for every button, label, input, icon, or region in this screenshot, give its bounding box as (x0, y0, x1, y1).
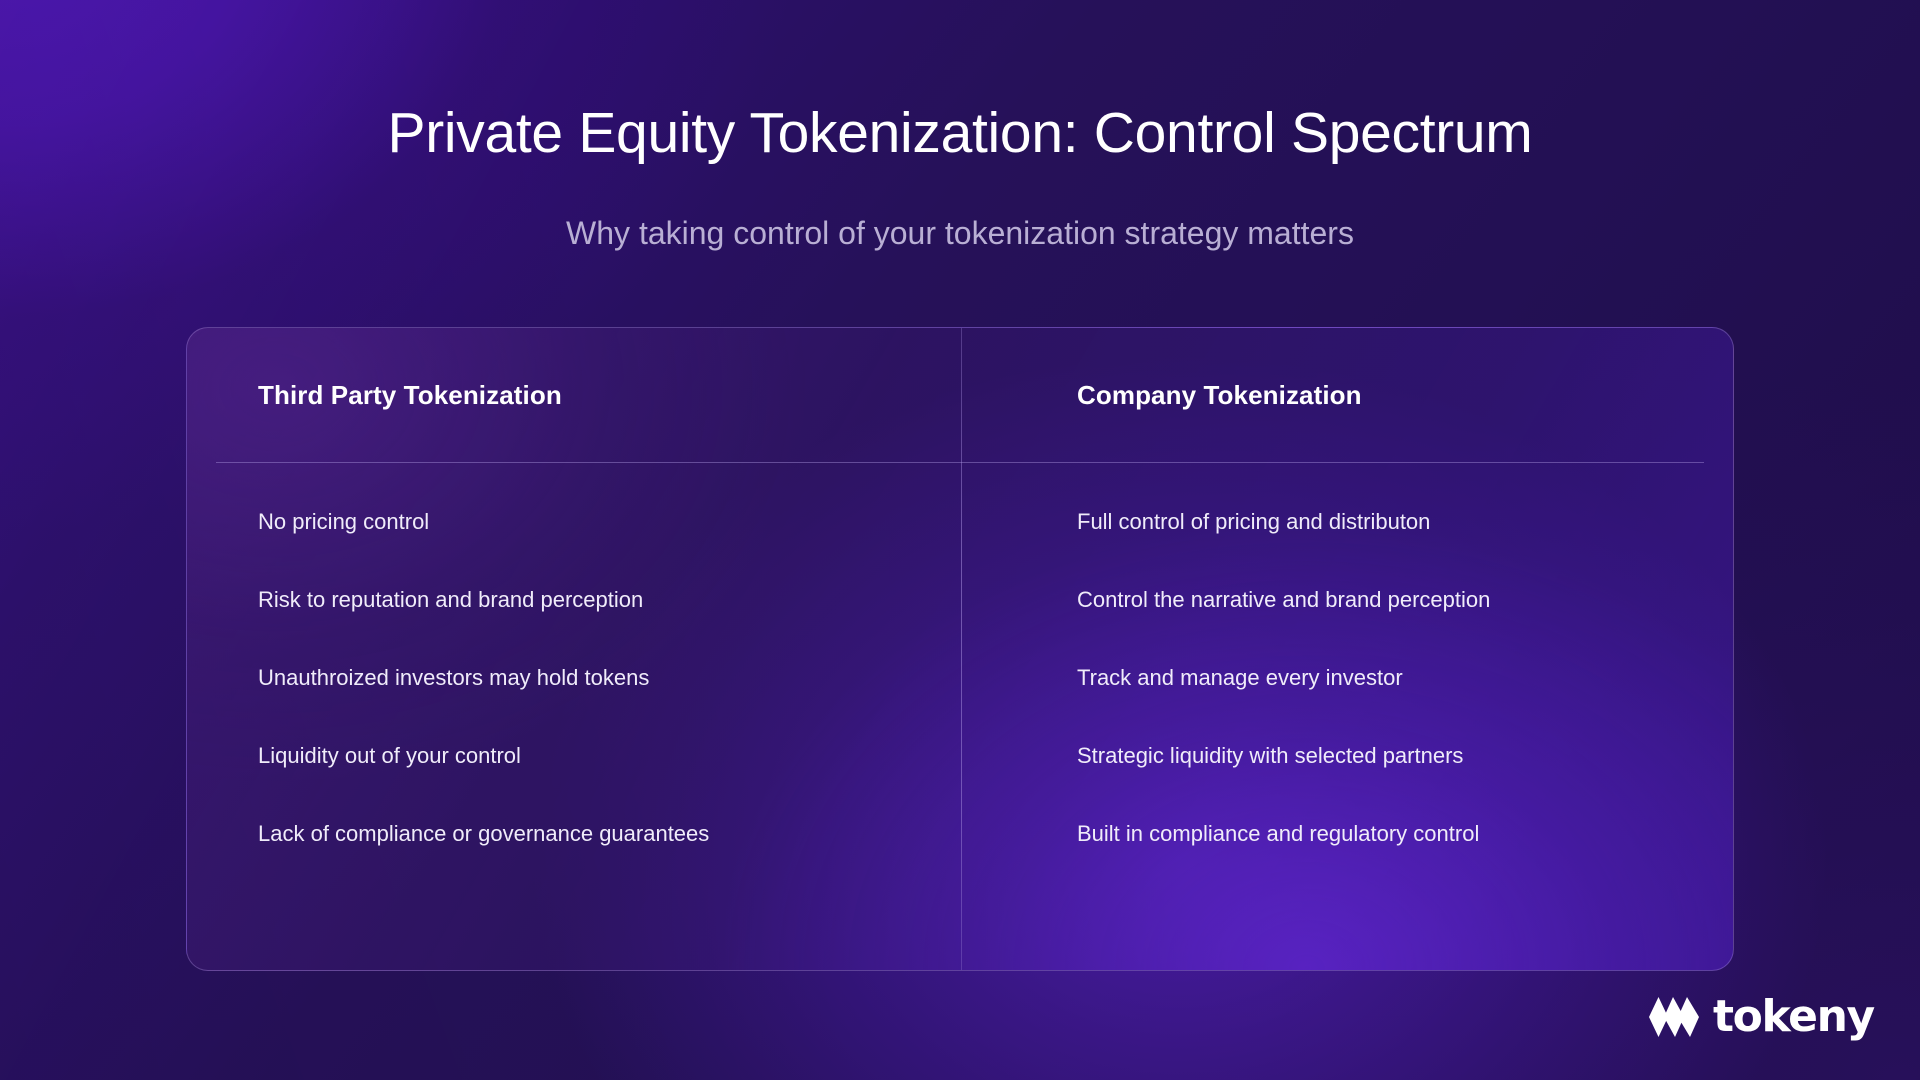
page-subtitle: Why taking control of your tokenization … (566, 215, 1354, 251)
list-item: Risk to reputation and brand perception (258, 587, 644, 612)
tokeny-wordmark: tokeny (1713, 991, 1875, 1042)
comparison-card-surface: Third Party Tokenization No pricing cont… (187, 328, 1733, 970)
list-item: Control the narrative and brand percepti… (1077, 587, 1491, 612)
column-header-third-party: Third Party Tokenization (258, 380, 562, 410)
comparison-card: Third Party Tokenization No pricing cont… (186, 327, 1734, 971)
list-item: Full control of pricing and distributon (1077, 509, 1431, 534)
list-item: Track and manage every investor (1077, 665, 1403, 690)
column-company: Company Tokenization Full control of pri… (962, 328, 1733, 970)
tokeny-logo: tokeny (1646, 991, 1875, 1042)
list-item: Strategic liquidity with selected partne… (1077, 743, 1464, 768)
column-third-party: Third Party Tokenization No pricing cont… (187, 328, 961, 970)
header-separator (216, 462, 1704, 463)
list-item: Liquidity out of your control (258, 743, 521, 768)
column-rows-company: Full control of pricing and distributon … (962, 483, 1733, 873)
page-title: Private Equity Tokenization: Control Spe… (387, 101, 1533, 165)
list-item: Built in compliance and regulatory contr… (1077, 821, 1480, 846)
tokeny-chevron-diamonds-icon (1649, 997, 1699, 1037)
list-item: No pricing control (258, 509, 430, 534)
column-header-company: Company Tokenization (1077, 380, 1362, 410)
list-item: Unauthroized investors may hold tokens (258, 665, 650, 690)
list-item: Lack of compliance or governance guarant… (258, 821, 710, 846)
column-divider (961, 328, 962, 970)
column-rows-third-party: No pricing control Risk to reputation an… (187, 483, 961, 873)
